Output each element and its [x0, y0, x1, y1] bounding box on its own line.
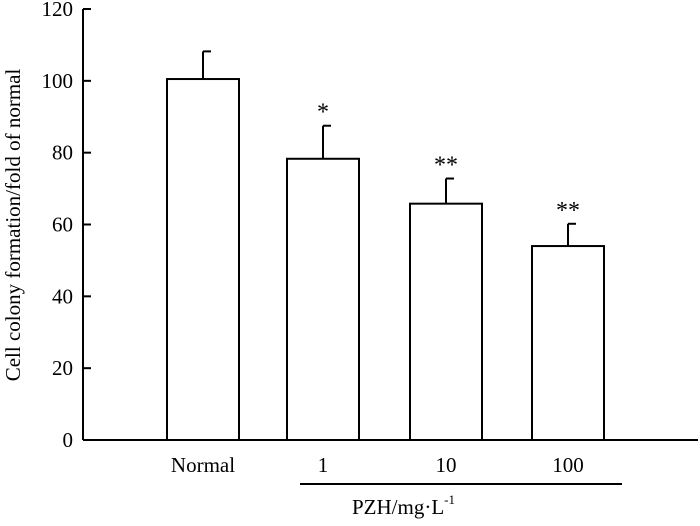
bar-normal	[166, 78, 240, 441]
x-axis-label: PZH/mg·L-1	[352, 492, 455, 519]
y-tick-label-80: 80	[52, 141, 73, 165]
y-tick-label-120: 120	[42, 0, 74, 21]
bar-1	[286, 157, 360, 442]
y-tick-label-100: 100	[42, 69, 74, 93]
significance-marker-1: *	[317, 100, 329, 126]
bar-10	[409, 202, 483, 441]
x-tick-label-0: Normal	[171, 453, 235, 477]
x-tick-label-1: 1	[318, 453, 329, 477]
y-tick-label-0: 0	[63, 428, 74, 452]
x-tick-label-2: 10	[436, 453, 457, 477]
y-tick-label-40: 40	[52, 284, 73, 308]
x-axis-label-text: PZH/mg·L	[352, 495, 444, 519]
y-tick-label-20: 20	[52, 356, 73, 380]
significance-marker-2: **	[434, 153, 458, 179]
y-axis-label: Cell colony formation/fold of normal	[1, 69, 25, 382]
bar-100	[531, 245, 605, 441]
y-tick-label-60: 60	[52, 213, 73, 237]
x-axis-label-superscript: -1	[444, 492, 455, 507]
significance-marker-3: **	[556, 198, 580, 224]
x-tick-label-3: 100	[552, 453, 584, 477]
x-axis-labels: Normal 1 10 100	[171, 453, 584, 477]
bars-group: *****	[166, 50, 605, 442]
